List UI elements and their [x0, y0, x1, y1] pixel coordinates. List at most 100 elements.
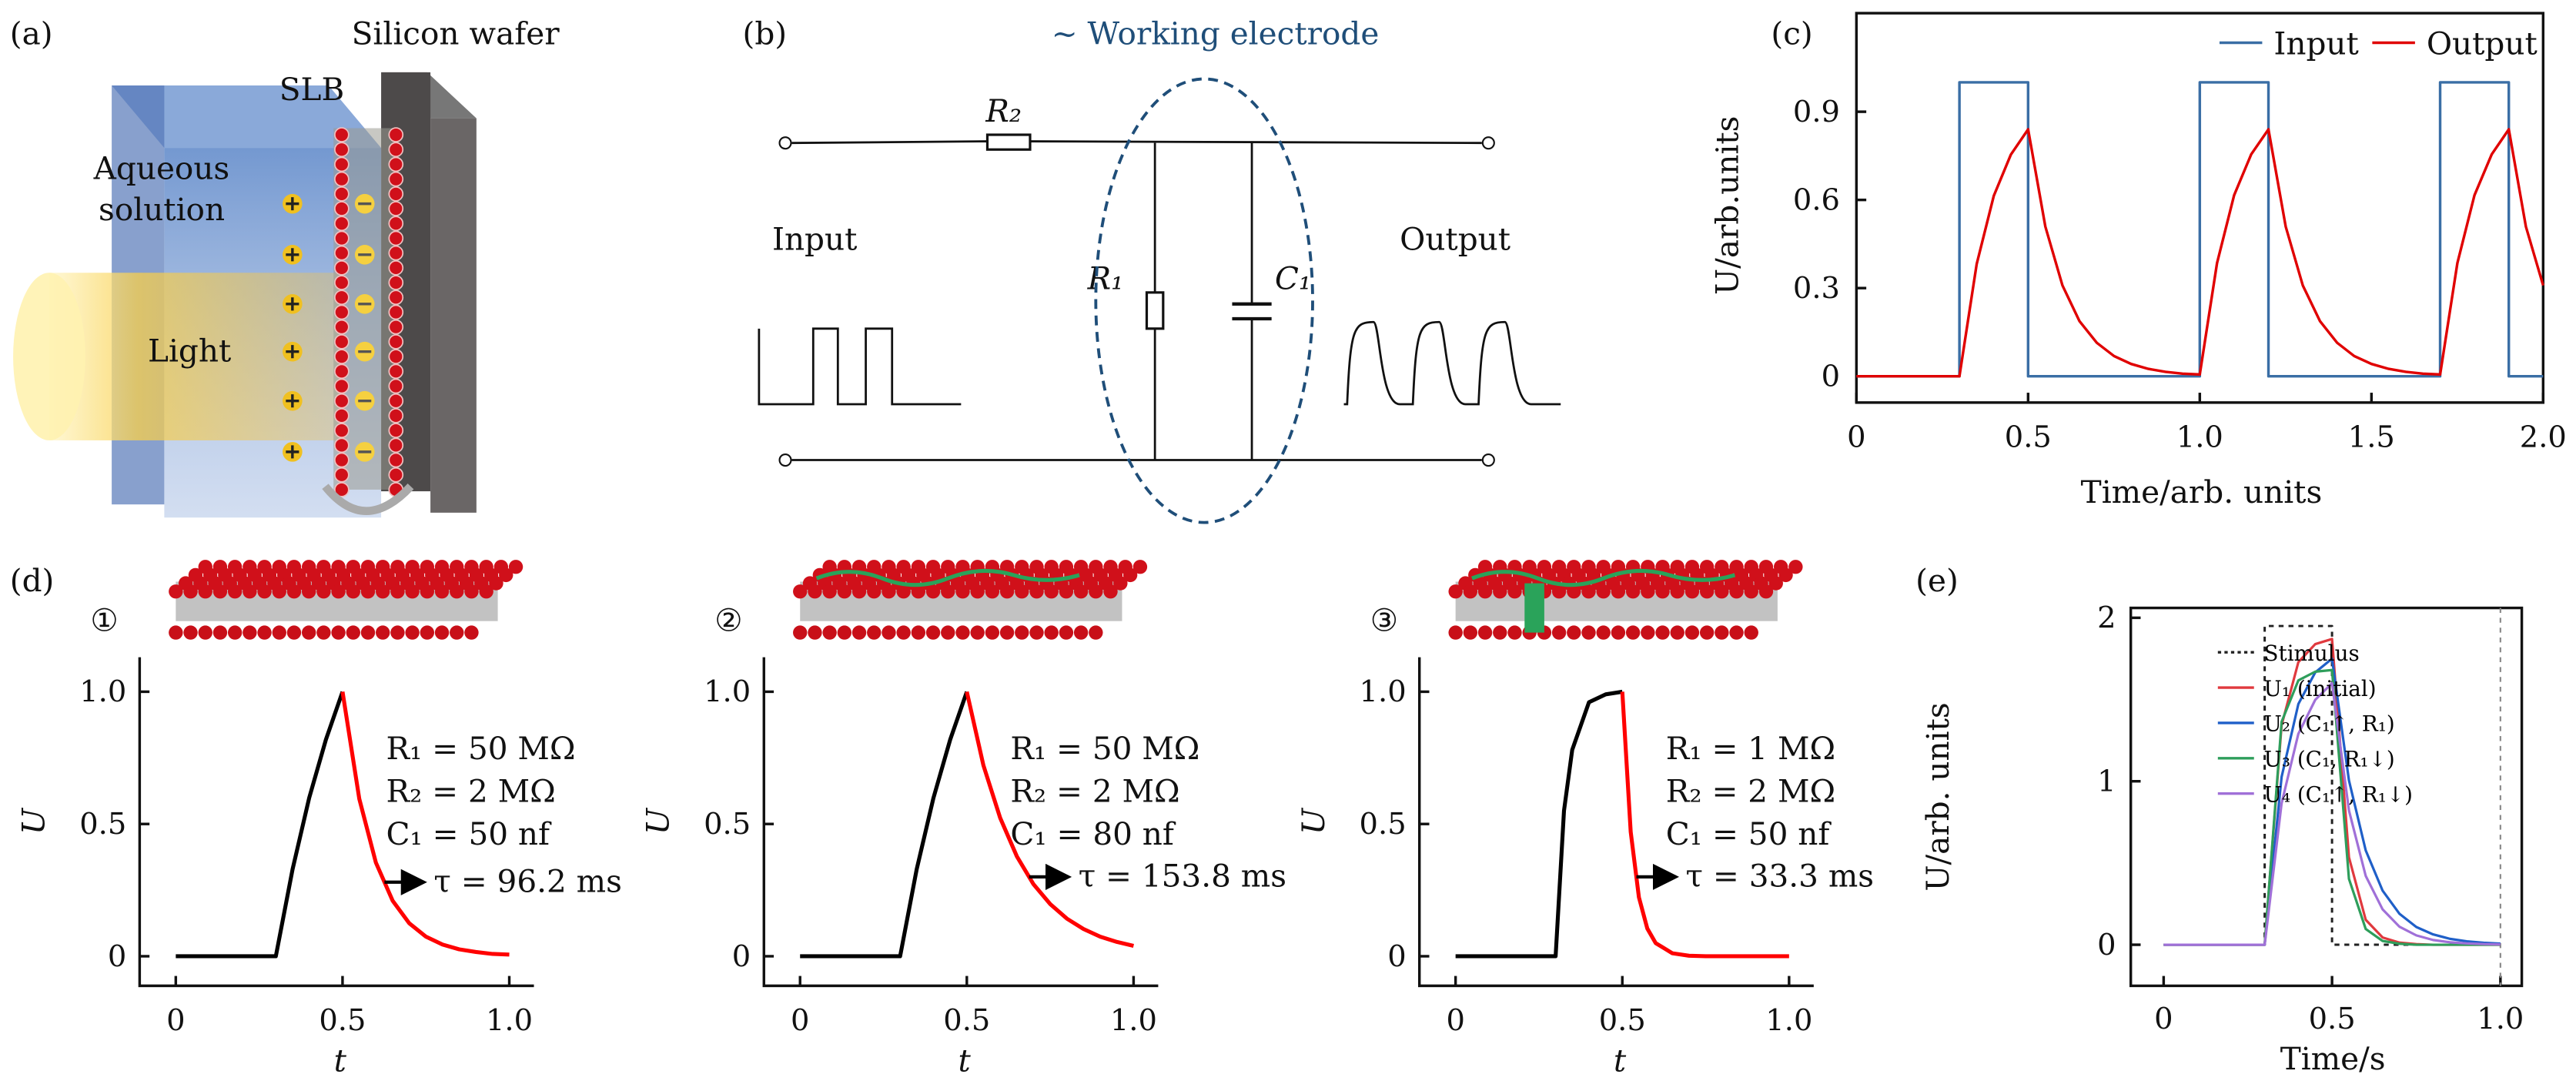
lipid-head: [388, 245, 404, 261]
lipid-head: [464, 625, 479, 640]
x-tick-label: 1.0: [2477, 1002, 2524, 1036]
lipid-head: [388, 201, 404, 216]
lipid-head: [1684, 625, 1700, 640]
lipid-head: [955, 584, 970, 599]
channel-protein-icon: [1524, 583, 1544, 633]
legend-label: Stimulus: [2264, 641, 2360, 666]
supported-lipid-bilayer: [333, 127, 404, 497]
x-tick-label: 1.0: [486, 1003, 533, 1038]
lipid-head: [1089, 625, 1103, 640]
lipid-head: [334, 304, 350, 320]
output-terminal-bottom: [1481, 453, 1495, 467]
legend-label: U₃ (C₁, R₁↓): [2264, 747, 2395, 772]
lipid-head: [334, 319, 350, 335]
x-tick-label: 0: [1446, 1003, 1464, 1038]
lipid-head: [286, 625, 302, 640]
panel-b-circuit: (b) ~ Working electrode R₂ R₁ C₁ Input O…: [743, 15, 1561, 524]
circuit-parameter: C₁ = 50 nf: [1666, 815, 1832, 852]
y-axis-title: U/arb.units: [1709, 116, 1746, 295]
y-tick-label: 0.5: [79, 807, 126, 842]
surface-charges: [283, 193, 414, 515]
lipid-head: [1596, 625, 1611, 640]
panel-c-label: (c): [1771, 15, 1812, 52]
lipid-head: [479, 584, 493, 599]
x-tick-label: 0.5: [319, 1003, 366, 1038]
lipid-head: [1581, 625, 1596, 640]
lipid-head: [420, 625, 434, 640]
lipid-head: [334, 201, 350, 216]
silicon-wafer-label: Silicon wafer: [352, 15, 560, 52]
lipid-head: [1699, 625, 1715, 640]
lipid-head: [911, 584, 926, 599]
x-tick-label: 0.5: [2005, 420, 2052, 454]
x-tick-label: 1.0: [2176, 420, 2223, 454]
lipid-head: [1059, 625, 1074, 640]
lipid-head: [388, 408, 404, 423]
axes: [762, 657, 1159, 988]
lipid-head: [508, 560, 524, 574]
panel-d-chart-2: ② 0 0.5 1.0 0 0.5 1.0 t U R₁ = 50 MΩ R₂ = 2 MΩ C₁ =…: [640, 560, 1286, 1079]
lipid-head: [1493, 625, 1507, 640]
lipid-head: [388, 423, 404, 438]
lipid-head: [808, 584, 822, 599]
lipid-head: [1073, 584, 1089, 599]
legend-label-output: Output: [2427, 25, 2538, 62]
lipid-head: [851, 625, 867, 640]
lipid-head: [334, 393, 350, 409]
lipid-head: [882, 625, 896, 640]
output-wave-sketch: [1343, 320, 1561, 406]
solution-label: solution: [99, 191, 225, 228]
circuit-wires: [791, 140, 1482, 461]
lipid-head: [1684, 584, 1700, 599]
lipid-head: [464, 584, 479, 599]
x-tick-label: 0.5: [1599, 1003, 1646, 1038]
lipid-head: [1122, 567, 1138, 583]
lipid-head: [450, 584, 464, 599]
legend: Stimulus U₁ (initial) U₂ (C₁↑, R₁) U₃ (C₁, …: [2217, 641, 2413, 807]
lipid-head: [376, 625, 390, 640]
lipid-head: [388, 171, 404, 187]
x-axis-title: t: [334, 1042, 347, 1079]
lipid-head: [360, 625, 376, 640]
lipid-head: [331, 625, 346, 640]
lipid-head: [405, 584, 420, 599]
lipid-head: [257, 584, 272, 599]
lipid-head: [334, 408, 350, 423]
legend-label-input: Input: [2273, 25, 2358, 62]
lipid-head: [334, 230, 350, 246]
plus-icon: [286, 394, 299, 408]
lipid-head: [1551, 584, 1567, 599]
lipid-head: [183, 584, 198, 599]
lipid-head: [1768, 576, 1783, 591]
panel-d-chart-1: ① 0 0.5 1.0 0 0.5 1.0 t U R₁ = 50 MΩ R₂ = 2 MΩ C₁ =…: [15, 560, 622, 1079]
lipid-head: [272, 584, 286, 599]
panel-e-label: (e): [1915, 562, 1959, 599]
lipid-head: [390, 584, 405, 599]
lipid-head: [822, 584, 837, 599]
protein-strand-icon: [815, 568, 1080, 587]
lipid-head: [489, 576, 503, 591]
lipid-head: [925, 625, 941, 640]
y-tick-label: 0.5: [704, 807, 751, 842]
lipid-head: [1029, 584, 1044, 599]
slb-label: SLB: [279, 71, 344, 108]
lipid-head: [169, 625, 183, 640]
lipid-head: [1493, 584, 1507, 599]
x-axis-title: Time/arb. units: [2081, 474, 2323, 510]
lipid-head: [227, 625, 243, 640]
lipid-head: [334, 186, 350, 202]
lipid-head: [334, 171, 350, 187]
input-square-wave-sketch: [758, 327, 962, 406]
y-tick-label: 0.3: [1793, 271, 1840, 306]
decay-curve: [340, 691, 510, 957]
lipid-head: [390, 625, 405, 640]
lipid-head: [1715, 625, 1729, 640]
plus-icon: [286, 297, 299, 311]
flip-arrow-icon: [322, 484, 414, 515]
lipid-head: [955, 625, 970, 640]
lipid-head: [1089, 584, 1103, 599]
lipid-head: [334, 378, 350, 394]
lipid-head: [388, 467, 404, 483]
lipid-head: [1551, 625, 1567, 640]
lipid-head: [388, 127, 404, 142]
